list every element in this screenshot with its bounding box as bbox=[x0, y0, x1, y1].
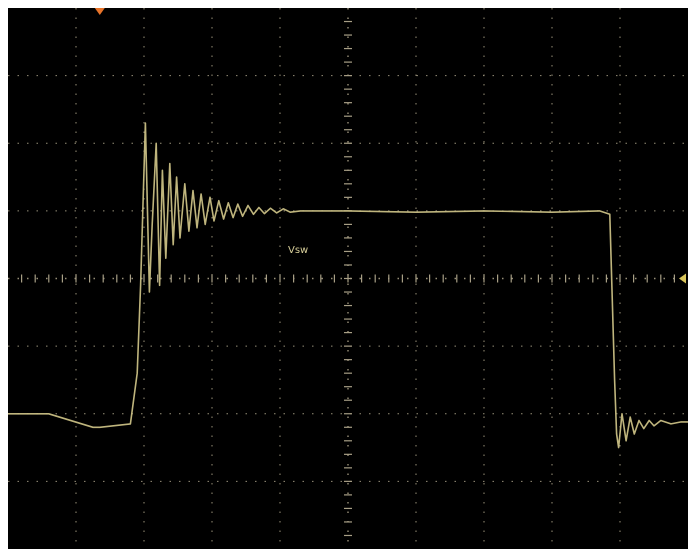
trace-line-vsw bbox=[8, 122, 688, 449]
graticule bbox=[8, 8, 688, 549]
trace-label-vsw: Vsw bbox=[288, 245, 308, 256]
markers bbox=[94, 8, 686, 284]
oscilloscope-screen: Vsw bbox=[8, 8, 688, 549]
trace-group bbox=[8, 122, 688, 449]
waveform-plot: Vsw bbox=[8, 8, 688, 549]
trigger-arrow-icon bbox=[94, 8, 105, 15]
level-arrow-icon bbox=[679, 273, 686, 284]
